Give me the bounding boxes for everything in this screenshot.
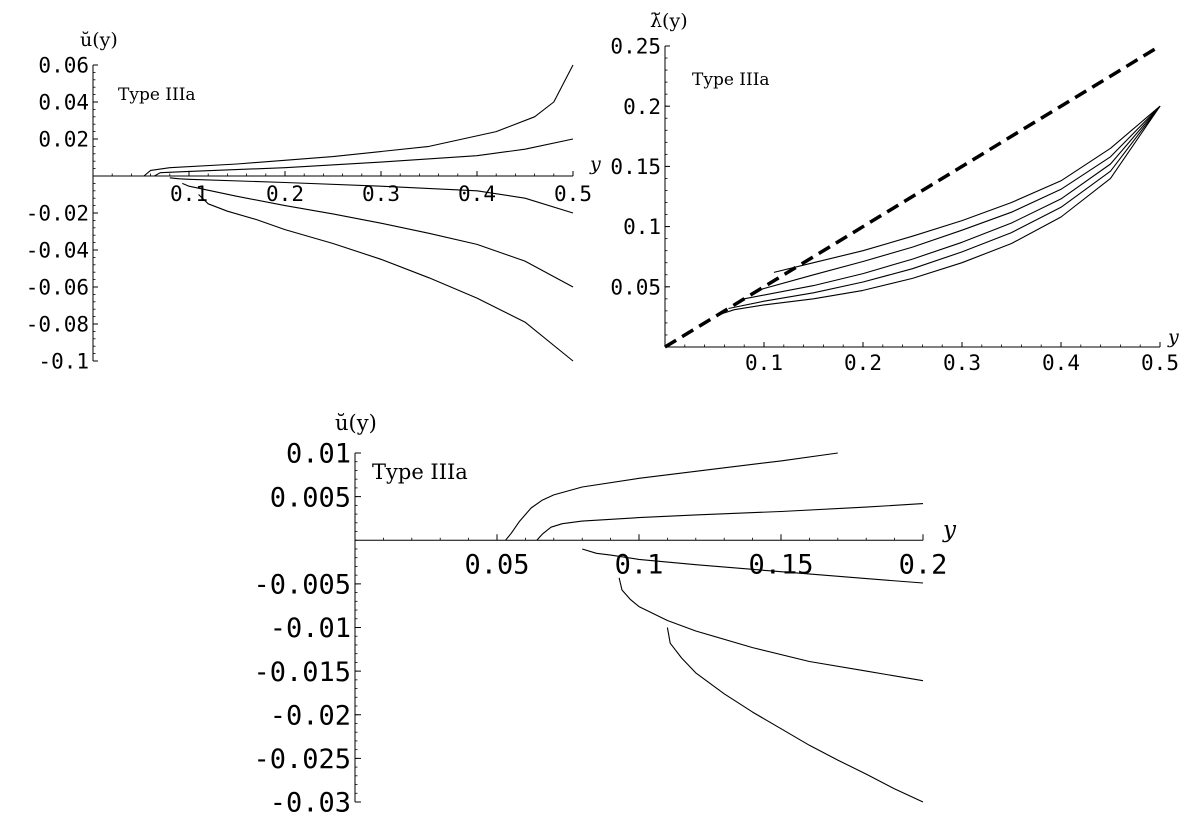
series-line-6	[717, 105, 1161, 316]
series-line-2	[154, 138, 574, 177]
y-tick-label: 0.2	[623, 95, 661, 119]
y-tick-label: 0.02	[38, 128, 89, 152]
y-tick-label: -0.015	[253, 657, 351, 688]
y-tick-label: -0.08	[26, 313, 89, 337]
y-axis-label: ŭ(y)	[80, 29, 118, 51]
series-line-4	[618, 577, 924, 682]
y-tick-label: -0.06	[26, 276, 89, 300]
y-tick-label: -0.01	[270, 613, 351, 644]
panel-u-top-left: ŭ(y) y Type IIIa 0.1 0.2 0.3 0.4 0.50.060.04…	[26, 29, 601, 374]
x-tick-label: 0.1	[170, 182, 208, 206]
x-tick-label: 0.1	[745, 351, 783, 375]
series-line-4	[182, 182, 574, 288]
y-tick-label: 0.005	[270, 482, 351, 513]
y-tick-label: -0.025	[253, 744, 351, 775]
x-tick-label: 0.4	[1042, 351, 1080, 375]
y-tick-label: 0.04	[38, 91, 89, 115]
panel-u-bottom: ŭ(y) y Type IIIa 0.05 0.1 0.15 0.2 0.01 0.005…	[253, 411, 957, 817]
series-line-3	[756, 105, 1161, 291]
series-line-2	[773, 105, 1161, 273]
x-tick-label: 0.3	[943, 351, 981, 375]
chart-annotation: Type IIIa	[372, 460, 468, 484]
x-tick-label: 0.2	[899, 549, 948, 580]
x-tick-label: 0.2	[844, 351, 882, 375]
series-line-1	[143, 64, 574, 177]
x-axis-label: y	[589, 153, 601, 175]
series-line-3	[582, 548, 924, 584]
y-axis-label: ŭ(y)	[335, 411, 377, 435]
y-tick-label: 0.25	[610, 35, 661, 59]
y-axis-label: λ̆(y)	[650, 10, 688, 32]
x-tick-label: 0.1	[615, 549, 664, 580]
y-tick-label: -0.04	[26, 239, 89, 263]
x-tick-label: 0.5	[554, 182, 592, 206]
y-tick-label: 0.06	[38, 54, 89, 78]
series-line-4	[744, 105, 1161, 300]
x-tick-label: 0.5	[1141, 351, 1179, 375]
y-tick-label: -0.02	[26, 202, 89, 226]
series-line-5	[728, 105, 1161, 310]
y-tick-label: -0.02	[270, 700, 351, 731]
series-line-3	[169, 177, 574, 214]
y-tick-label: 0.15	[610, 155, 661, 179]
x-axis-label: y	[1167, 326, 1179, 348]
x-axis-label: y	[942, 517, 957, 543]
series-line-2	[536, 503, 924, 541]
chart-annotation: Type IIIa	[118, 85, 196, 105]
reference-line-dashed	[664, 44, 1161, 349]
y-tick-label: 0.1	[623, 215, 661, 239]
y-tick-label: 0.01	[286, 439, 351, 470]
panel-lambda-top-right: λ̆(y) y Type IIIa 0.1 0.2 0.3 0.4 0.5 0.25 0.2…	[610, 10, 1179, 375]
y-tick-label: -0.005	[253, 570, 351, 601]
series-line-5	[666, 627, 924, 803]
y-tick-label: -0.1	[38, 350, 89, 374]
x-tick-label: 0.05	[464, 549, 529, 580]
chart-annotation: Type IIIa	[692, 70, 770, 90]
x-tick-label: 0.2	[266, 182, 304, 206]
series-line-1	[505, 452, 838, 541]
x-tick-label: 0.4	[458, 182, 496, 206]
y-tick-label: 0.05	[610, 275, 661, 299]
y-tick-label: -0.03	[270, 788, 351, 817]
series-line-5	[198, 194, 574, 362]
x-tick-label: 0.15	[748, 549, 813, 580]
